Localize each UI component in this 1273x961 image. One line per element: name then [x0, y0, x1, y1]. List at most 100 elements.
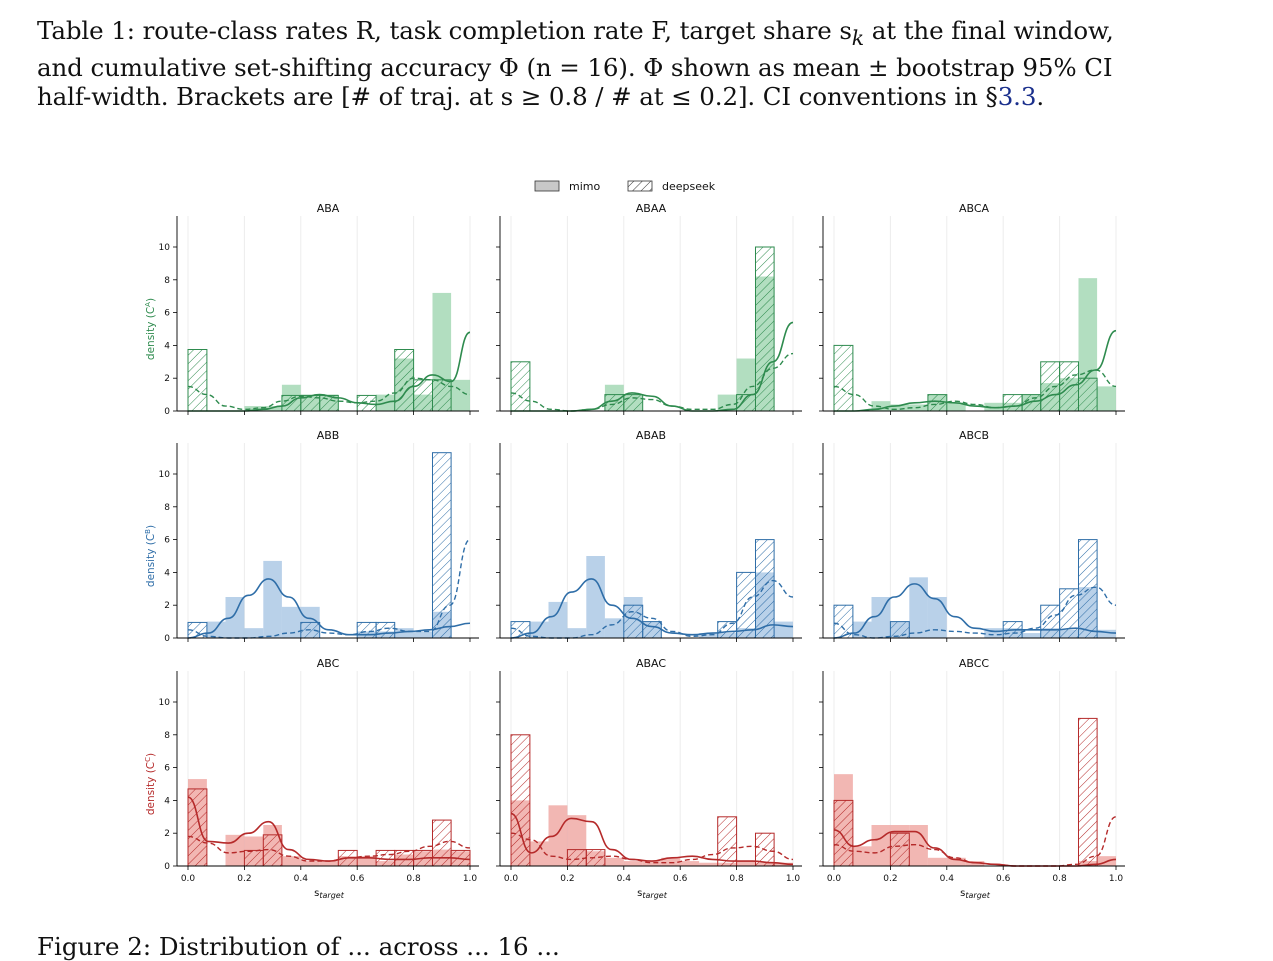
mimo-bar	[394, 628, 414, 638]
mimo-bar	[623, 861, 643, 866]
legend-swatch-deepseek	[627, 180, 653, 192]
deepseek-bar	[736, 571, 756, 639]
legend-label-mimo: mimo	[569, 180, 600, 193]
deepseek-bar	[1077, 717, 1098, 867]
x-tick-label: 0.2	[560, 874, 574, 884]
deepseek-bar	[394, 849, 415, 867]
panel-aba: ABA 0 2 4 6 8 10 density (CA)	[144, 202, 479, 417]
mimo-bar	[909, 577, 928, 638]
x-tick-label: 0.8	[729, 874, 744, 884]
deepseek-bar	[833, 799, 854, 867]
mimo-bar	[927, 597, 947, 638]
mimo-bar	[548, 805, 568, 866]
mimo-bar	[244, 628, 264, 638]
x-axis-label: starget	[960, 888, 991, 900]
panel-abca: ABCA	[819, 202, 1125, 415]
panel-title: ABCC	[959, 657, 990, 670]
y-tick-label: 0	[164, 407, 170, 417]
y-tick-label: 4	[164, 568, 170, 578]
panel-abcb: ABCB	[819, 429, 1125, 642]
x-tick-label: 0.4	[294, 874, 309, 884]
x-tick-label: 0.6	[673, 874, 688, 884]
panel-title: ABC	[317, 657, 340, 670]
deepseek-bar	[1059, 588, 1079, 639]
deepseek-kde-line	[187, 377, 471, 411]
deepseek-bar	[394, 349, 415, 412]
mimo-bar	[642, 861, 662, 866]
deepseek-bar	[510, 734, 531, 867]
y-tick-label: 10	[159, 243, 171, 253]
x-axis-label: starget	[637, 888, 668, 900]
deepseek-bar	[187, 349, 208, 412]
deepseek-bar	[754, 246, 775, 412]
y-axis-label: density (CC)	[144, 753, 157, 815]
panel-title: ABAB	[636, 429, 666, 442]
deepseek-bar	[754, 539, 775, 639]
mimo-kde-line	[187, 578, 471, 639]
mimo-bar	[1097, 386, 1116, 411]
mimo-bar	[319, 861, 339, 866]
mimo-kde-line	[833, 583, 1117, 639]
deepseek-bar	[1040, 604, 1061, 639]
panel-title: ABAA	[636, 202, 667, 215]
mimo-bar	[357, 856, 377, 866]
deepseek-bar	[413, 379, 433, 412]
mimo-kde-line	[833, 329, 1117, 412]
deepseek-bar	[356, 621, 377, 639]
x-tick-label: 0.2	[883, 874, 897, 884]
x-tick-label: 0.2	[237, 874, 251, 884]
y-tick-label: 2	[164, 374, 170, 384]
y-tick-label: 0	[164, 634, 170, 644]
mimo-bar	[263, 560, 282, 638]
table-caption: Table 1: route-class rates R, task compl…	[37, 16, 1237, 111]
x-axis-label: starget	[314, 888, 345, 900]
mimo-bar	[225, 597, 245, 638]
mimo-bar	[984, 628, 1004, 638]
table-caption-line-2: and cumulative set-shifting accuracy Φ (…	[37, 52, 1113, 82]
mimo-bar	[946, 857, 966, 866]
x-tick-label: 0.0	[504, 874, 519, 884]
x-tick-label: 0.4	[940, 874, 955, 884]
y-tick-label: 2	[164, 601, 170, 611]
legend-label-deepseek: deepseek	[662, 180, 716, 193]
y-tick-label: 6	[164, 309, 170, 319]
mimo-bar	[852, 846, 872, 866]
y-tick-label: 0	[164, 862, 170, 872]
x-tick-label: 0.0	[181, 874, 196, 884]
mimo-bar	[413, 631, 433, 638]
deepseek-bar	[187, 788, 208, 867]
y-tick-label: 8	[164, 503, 170, 513]
panel-abaa: ABAA	[496, 202, 802, 415]
table-caption-line-3: half-width. Brackets are [# of traj. at …	[37, 81, 1045, 111]
y-tick-label: 4	[164, 341, 170, 351]
mimo-bar	[206, 621, 226, 638]
mimo-bar	[529, 621, 549, 638]
y-tick-label: 10	[159, 698, 171, 708]
section-ref-link[interactable]: 3.3	[997, 81, 1037, 111]
y-tick-label: 10	[159, 470, 171, 480]
mimo-bar	[281, 856, 301, 866]
x-tick-label: 1.0	[1109, 874, 1124, 884]
mimo-bar	[281, 606, 301, 638]
mimo-bar	[604, 857, 624, 866]
x-tick-label: 0.6	[996, 874, 1011, 884]
x-tick-label: 1.0	[463, 874, 478, 884]
x-tick-label: 0.0	[827, 874, 842, 884]
deepseek-kde-line	[833, 369, 1117, 411]
deepseek-bar	[717, 621, 738, 639]
deepseek-bar	[1021, 394, 1042, 412]
x-tick-label: 0.6	[350, 874, 365, 884]
mimo-bar	[586, 556, 605, 638]
panel-abcc: ABCC 0.0 0.2 0.4 0.6 0.8 1.0 starget	[819, 657, 1125, 900]
panel-title: ABCB	[959, 429, 989, 442]
mimo-bar	[984, 402, 1004, 411]
y-tick-label: 6	[164, 536, 170, 546]
deepseek-bar	[585, 849, 606, 867]
deepseek-bar	[431, 819, 452, 867]
x-tick-label: 0.8	[406, 874, 421, 884]
panel-abab: ABAB	[496, 429, 802, 642]
mimo-bar	[548, 601, 568, 638]
y-tick-label: 8	[164, 276, 170, 286]
deepseek-bar	[431, 379, 452, 412]
